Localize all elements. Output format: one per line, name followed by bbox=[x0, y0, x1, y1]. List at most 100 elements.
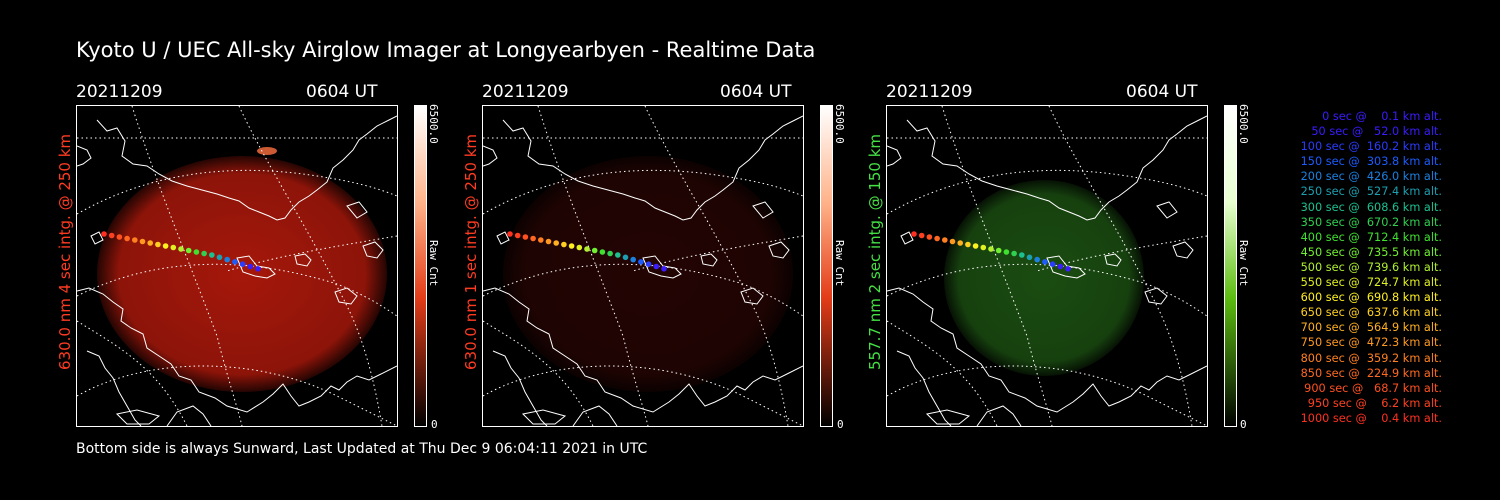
legend-row: 850 sec @ 224.9 km alt. bbox=[1300, 366, 1442, 380]
legend-row: 550 sec @ 724.7 km alt. bbox=[1300, 276, 1442, 290]
satellite-trajectory bbox=[911, 231, 1071, 272]
airglow-sky-image bbox=[944, 180, 1144, 376]
legend-row: 700 sec @ 564.9 km alt. bbox=[1300, 321, 1442, 335]
graticule-lines bbox=[887, 106, 1207, 426]
satellite-trajectory bbox=[507, 231, 667, 272]
trajectory-point bbox=[584, 246, 590, 252]
trajectory-point bbox=[934, 235, 940, 242]
trajectory-point bbox=[139, 238, 146, 245]
panel-2-date: 20211209 bbox=[482, 82, 569, 102]
trajectory-point bbox=[178, 246, 184, 252]
legend-row: 300 sec @ 608.6 km alt. bbox=[1300, 200, 1442, 214]
panel-3-colorbar-max: 6500.0 bbox=[1237, 104, 1250, 144]
panel-1-image bbox=[76, 105, 398, 427]
panel-3-side-label: 557.7 nm 2 sec intg. @ 150 km bbox=[866, 133, 884, 370]
panel-2-colorbar-max: 6500.0 bbox=[833, 104, 846, 144]
legend-row: 500 sec @ 739.6 km alt. bbox=[1300, 260, 1442, 274]
trajectory-point bbox=[1003, 249, 1010, 255]
panel-3-colorbar-min: 0 bbox=[1240, 418, 1247, 431]
panel-3-colorbar-unit: Raw Cnt bbox=[1237, 240, 1250, 287]
legend-row: 150 sec @ 303.8 km alt. bbox=[1300, 155, 1442, 169]
trajectory-point bbox=[988, 246, 994, 252]
trajectory-point bbox=[216, 254, 223, 261]
panel-1-colorbar-min: 0 bbox=[431, 418, 438, 431]
trajectory-point bbox=[224, 256, 230, 263]
trajectory-point bbox=[568, 243, 575, 249]
legend-row: 100 sec @ 160.2 km alt. bbox=[1300, 140, 1442, 154]
trajectory-point bbox=[201, 250, 207, 257]
trajectory-point bbox=[576, 244, 583, 251]
trajectory-point bbox=[965, 241, 971, 248]
panel-2-time: 0604 UT bbox=[720, 82, 792, 102]
trajectory-point bbox=[209, 252, 215, 258]
page-title: Kyoto U / UEC All-sky Airglow Imager at … bbox=[76, 38, 816, 62]
legend-row: 0 sec @ 0.1 km alt. bbox=[1322, 110, 1442, 123]
trajectory-point bbox=[255, 266, 261, 272]
trajectory-point bbox=[918, 232, 925, 239]
coastline-outlines bbox=[887, 115, 1207, 426]
trajectory-legend: 0 sec @ 0.1 km alt. 50 sec @ 52.0 km alt.… bbox=[1262, 109, 1442, 426]
trajectory-point bbox=[607, 250, 613, 257]
satellite-trajectory bbox=[101, 231, 261, 272]
trajectory-point bbox=[162, 243, 169, 249]
legend-row: 400 sec @ 712.4 km alt. bbox=[1300, 230, 1442, 244]
trajectory-point bbox=[147, 240, 153, 246]
trajectory-point bbox=[615, 252, 621, 258]
trajectory-point bbox=[170, 244, 177, 251]
trajectory-point bbox=[538, 237, 544, 243]
panel-2-side-label: 630.0 nm 1 sec intg. @ 250 km bbox=[462, 133, 480, 370]
trajectory-point bbox=[514, 232, 521, 239]
trajectory-point bbox=[108, 232, 115, 239]
trajectory-point bbox=[653, 263, 660, 270]
legend-row: 650 sec @ 637.6 km alt. bbox=[1300, 306, 1442, 320]
aurora-spot bbox=[257, 147, 277, 155]
trajectory-point bbox=[972, 243, 979, 249]
panel-1-colorbar bbox=[414, 105, 427, 427]
trajectory-point bbox=[995, 247, 1002, 254]
trajectory-point bbox=[561, 241, 567, 248]
panel-3-time: 0604 UT bbox=[1126, 82, 1198, 102]
trajectory-point bbox=[661, 266, 667, 272]
trajectory-point bbox=[1042, 259, 1048, 265]
panel-3-date: 20211209 bbox=[886, 82, 973, 102]
trajectory-point bbox=[193, 249, 200, 255]
trajectory-point bbox=[553, 240, 559, 246]
trajectory-point bbox=[185, 247, 192, 254]
trajectory-point bbox=[638, 259, 644, 265]
legend-row: 950 sec @ 6.2 km alt. bbox=[1307, 396, 1442, 410]
trajectory-point bbox=[599, 249, 606, 255]
trajectory-point bbox=[1019, 252, 1025, 258]
panel-1-date: 20211209 bbox=[76, 82, 163, 102]
legend-row: 1000 sec @ 0.4 km alt. bbox=[1300, 411, 1442, 425]
trajectory-point bbox=[949, 238, 956, 245]
trajectory-point bbox=[591, 247, 598, 254]
trajectory-point bbox=[239, 261, 246, 267]
legend-row: 250 sec @ 527.4 km alt. bbox=[1300, 185, 1442, 199]
panel-2-colorbar bbox=[820, 105, 833, 427]
footer-status: Bottom side is always Sunward, Last Upda… bbox=[76, 441, 648, 457]
legend-row: 600 sec @ 690.8 km alt. bbox=[1300, 291, 1442, 305]
graticule-lines bbox=[77, 106, 397, 426]
trajectory-point bbox=[1049, 261, 1056, 267]
trajectory-point bbox=[232, 259, 238, 265]
trajectory-point bbox=[980, 244, 987, 251]
trajectory-point bbox=[530, 235, 536, 242]
panel-1-side-label: 630.0 nm 4 sec intg. @ 250 km bbox=[56, 133, 74, 370]
airglow-sky-image bbox=[503, 156, 793, 392]
trajectory-point bbox=[545, 238, 552, 245]
panel-1-time: 0604 UT bbox=[306, 82, 378, 102]
legend-row: 350 sec @ 670.2 km alt. bbox=[1300, 215, 1442, 229]
trajectory-point bbox=[132, 237, 138, 243]
legend-row: 750 sec @ 472.3 km alt. bbox=[1300, 336, 1442, 350]
panel-3-image bbox=[886, 105, 1208, 427]
trajectory-point bbox=[101, 231, 107, 237]
coastline-outlines bbox=[77, 115, 397, 426]
trajectory-point bbox=[957, 240, 963, 246]
panel-3-colorbar bbox=[1224, 105, 1237, 427]
trajectory-point bbox=[522, 234, 529, 240]
trajectory-point bbox=[911, 231, 917, 237]
panel-2-colorbar-unit: Raw Cnt bbox=[833, 240, 846, 287]
legend-row: 800 sec @ 359.2 km alt. bbox=[1300, 351, 1442, 365]
legend-row: 900 sec @ 68.7 km alt. bbox=[1304, 381, 1442, 395]
trajectory-point bbox=[1034, 256, 1040, 263]
